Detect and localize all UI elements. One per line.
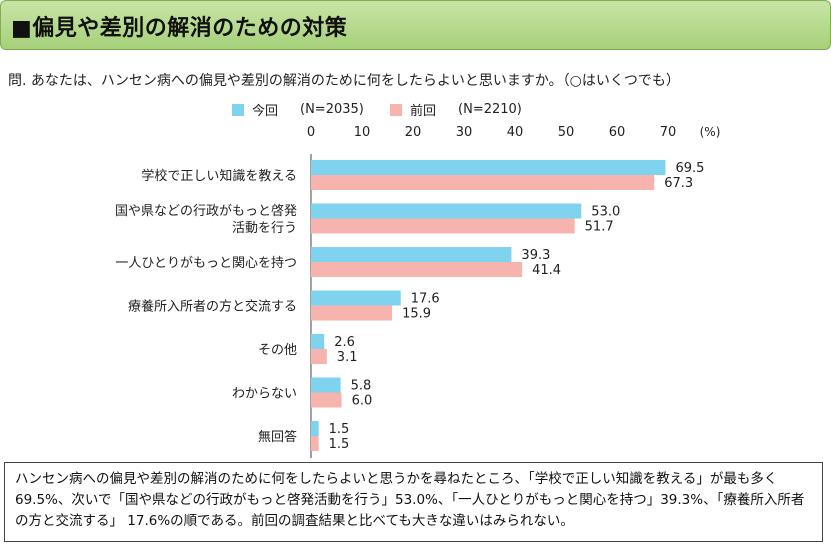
data-label-previous: 1.5 (329, 437, 350, 452)
bar-chart: 0 10 20 30 40 50 60 70 (%) 学校で正しい知識を教える 69.567.3 国や… (115, 125, 721, 458)
data-label-current: 5.8 (351, 379, 372, 394)
category-label: 療養所入所者の方と交流する (128, 299, 297, 315)
data-label-previous: 6.0 (352, 394, 373, 409)
x-tick-label: 30 (456, 125, 473, 140)
data-label-previous: 3.1 (337, 350, 358, 365)
x-tick-label: 70 (660, 125, 677, 140)
bar-previous (311, 175, 655, 190)
bar-previous (311, 392, 342, 408)
legend-swatch-current (232, 103, 244, 116)
category-label: その他 (258, 343, 297, 358)
data-label-previous: 67.3 (664, 176, 693, 191)
bar-previous (311, 305, 393, 321)
bar-current (311, 290, 401, 306)
x-tick-label: 0 (307, 125, 315, 140)
x-tick-label: 10 (354, 125, 371, 140)
x-unit-label: (%) (700, 125, 721, 139)
bar-previous (311, 436, 319, 451)
question-text: 問. あなたは、ハンセン病への偏見や差別の解消のために何をしたらよいと思いますか… (8, 73, 680, 89)
bar-current (311, 160, 666, 175)
data-label-current: 39.3 (521, 248, 550, 263)
bar-current (311, 377, 341, 393)
x-tick-label: 60 (609, 125, 626, 140)
category-label: 学校で正しい知識を教える (141, 168, 297, 184)
data-label-previous: 41.4 (532, 263, 561, 278)
data-label-current: 69.5 (675, 161, 704, 176)
legend: 今回 (N=2035) 前回 (N=2210) (232, 100, 544, 120)
x-tick-label: 50 (558, 125, 575, 140)
legend-n-previous: (N=2210) (458, 102, 522, 117)
legend-item-previous: 前回 (N=2210) (390, 100, 522, 119)
page-title: ■偏見や差別の解消のための対策 (11, 16, 348, 41)
bar-previous (311, 349, 327, 364)
x-tick-label: 40 (507, 125, 524, 140)
category-label: 無回答 (258, 429, 297, 445)
data-label-current: 1.5 (329, 422, 350, 437)
category-label: 活動を行う (232, 221, 297, 236)
legend-label-current: 今回 (252, 104, 279, 119)
bar-current (311, 247, 512, 262)
data-label-current: 17.6 (411, 292, 440, 307)
legend-item-current: 今回 (N=2035) (232, 100, 364, 119)
bar-current (311, 334, 325, 349)
x-tick-label: 20 (405, 125, 422, 140)
bar-current (311, 203, 582, 219)
bar-previous (311, 262, 523, 277)
data-label-current: 53.0 (591, 205, 620, 220)
bar-previous (311, 218, 575, 234)
bar-current (311, 421, 319, 436)
data-label-previous: 51.7 (585, 220, 614, 235)
data-label-previous: 15.9 (402, 307, 431, 322)
legend-label-previous: 前回 (410, 104, 437, 119)
category-label: わからない (232, 387, 297, 402)
summary-box: ハンセン病への偏見や差別の解消のために何をしたらよいと思うかを尋ねたところ、「学… (4, 462, 823, 542)
title-banner: ■偏見や差別の解消のための対策 (0, 0, 831, 50)
legend-swatch-previous (390, 103, 403, 116)
legend-n-current: (N=2035) (300, 102, 364, 117)
category-label: 国や県などの行政がもっと啓発 (115, 204, 297, 219)
category-label: 一人ひとりがもっと関心を持つ (115, 256, 297, 271)
data-label-current: 2.6 (334, 335, 355, 350)
